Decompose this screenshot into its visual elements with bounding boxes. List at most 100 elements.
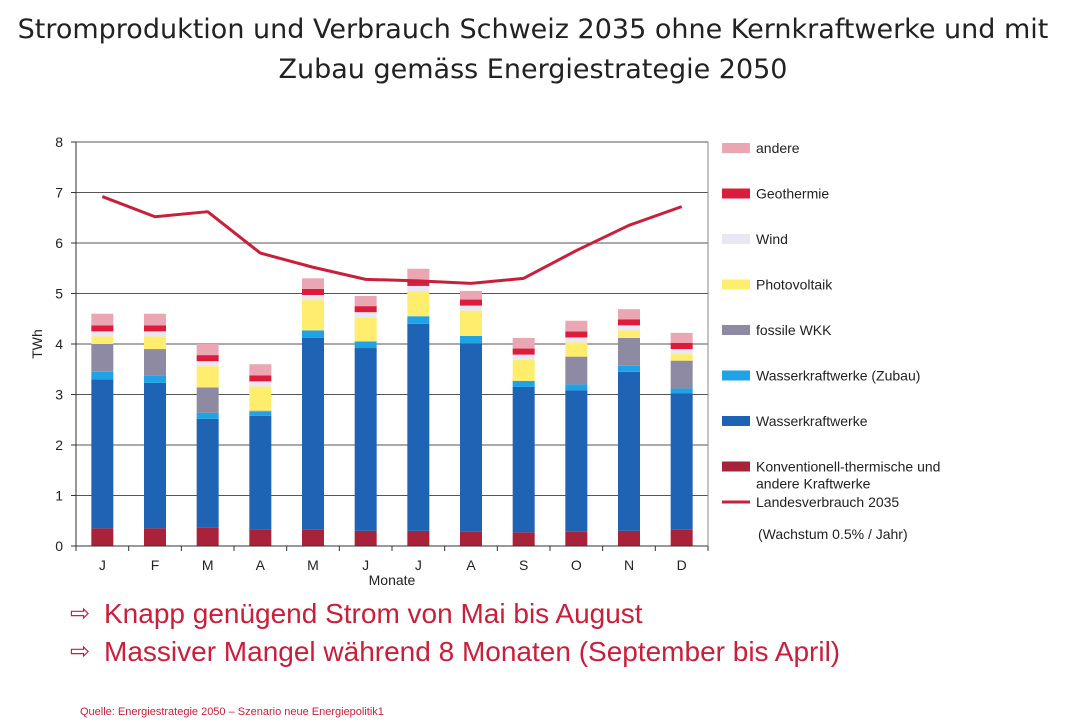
y-tick-label: 5 [55,286,63,302]
bar-segment [460,343,482,532]
x-tick-label: D [677,557,687,573]
right-arrow-icon: ⇨ [70,600,91,627]
bar-segment [512,359,535,381]
bar-segment [670,529,693,546]
right-arrow-icon: ⇨ [70,638,91,665]
bar-segment [249,364,272,376]
bar-segment [302,330,324,338]
x-tick-label: F [151,557,160,573]
bar-segment [354,348,377,531]
source-note: Quelle: Energiestrategie 2050 – Szenario… [80,706,384,718]
bar-segment [618,365,640,372]
bar-segment [302,278,324,289]
bar-segment [670,360,693,389]
bar-segment [460,335,482,344]
bar-segment [144,528,166,546]
consumption-line-path [101,195,683,285]
x-tick-label: O [571,557,582,573]
conclusion-item: ⇨ Massiver Mangel während 8 Monaten (Sep… [70,633,840,671]
bar-segment [670,342,693,350]
y-tick-label: 6 [55,235,63,251]
bar-segment [407,279,430,286]
bar-segment [460,305,482,311]
legend-swatch [722,461,750,472]
bar-segment [91,313,114,326]
legend-label-line: andere Kraftwerke [756,476,871,492]
bar-segment [302,300,324,331]
bar-segment [460,299,482,306]
bar-segment [144,336,166,350]
bar-segment [565,531,588,546]
y-tick-label: 2 [55,437,63,453]
bar-segment [144,331,166,337]
bar-segment [407,290,430,317]
legend-label: Wasserkraftwerke [756,413,868,429]
bar-segment [302,529,324,546]
legend-label: fossile WKK [756,322,832,338]
bar-segment [407,323,430,531]
bar-segment [354,317,377,342]
y-tick-label: 1 [55,488,63,504]
x-tick-label: N [624,557,634,573]
bar-segment [407,268,430,280]
bar-segment [512,532,535,546]
legend-swatch [722,370,750,381]
legend-swatch [722,325,750,335]
conclusion-text: Massiver Mangel während 8 Monaten (Septe… [104,636,841,667]
y-tick-label: 0 [55,538,63,554]
bar-segment [196,344,219,356]
x-tick-label: A [466,557,476,573]
legend-swatch [722,234,750,244]
bar-segment [512,354,535,360]
bar-segment [460,290,482,300]
legend-swatch [722,143,750,153]
bar-segment [91,331,114,337]
bar-segment [144,325,166,332]
legend-swatch [722,188,750,199]
bar-segment [196,355,219,362]
chart-title: Stromproduktion und Verbrauch Schweiz 20… [0,10,1066,90]
bar-segment [618,371,640,531]
bar-segment [302,288,324,296]
bar-segment [512,337,535,349]
bar-series [91,268,693,546]
bar-segment [565,384,588,391]
legend-swatch [722,279,750,290]
bar-segment [91,528,114,546]
bar-segment [670,354,693,361]
bar-segment [302,295,324,301]
bar-segment [91,325,114,332]
legend-label-line: Konventionell-thermische und [756,459,940,475]
y-axis-title: TWh [29,329,45,359]
x-tick-label: J [415,557,422,573]
x-tick-label: J [362,557,369,573]
x-axis-title: Monate [369,572,416,588]
bar-segment [144,313,166,326]
bar-segment [565,356,588,385]
bar-segment [249,386,272,411]
bar-segment [249,411,272,416]
chart-title-line-1: Stromproduktion und Verbrauch Schweiz 20… [17,14,1049,45]
bar-segment [249,529,272,546]
bar-segment [249,410,272,412]
bar-segment [618,337,640,366]
conclusion-text: Knapp genügend Strom von Mai bis August [104,598,643,629]
bar-segment [618,330,640,338]
bar-segment [196,412,219,419]
legend-label: Photovoltaik [756,277,833,293]
bar-segment [460,531,482,546]
bar-segment [618,530,640,546]
legend-line-note: (Wachstum 0.5% / Jahr) [758,526,908,542]
legend-label: andere [756,140,800,156]
bar-segment [618,319,640,326]
legend-label: Konventionell-thermische und andere Kraft… [756,459,940,492]
legend-line-label: Landesverbrauch 2035 [756,494,899,510]
bar-segment [249,415,272,530]
bar-segment [670,349,693,355]
bar-segment [618,325,640,331]
bar-segment [670,388,693,394]
y-tick-label: 4 [55,336,63,352]
bar-segment [249,375,272,382]
bar-segment [407,285,430,291]
